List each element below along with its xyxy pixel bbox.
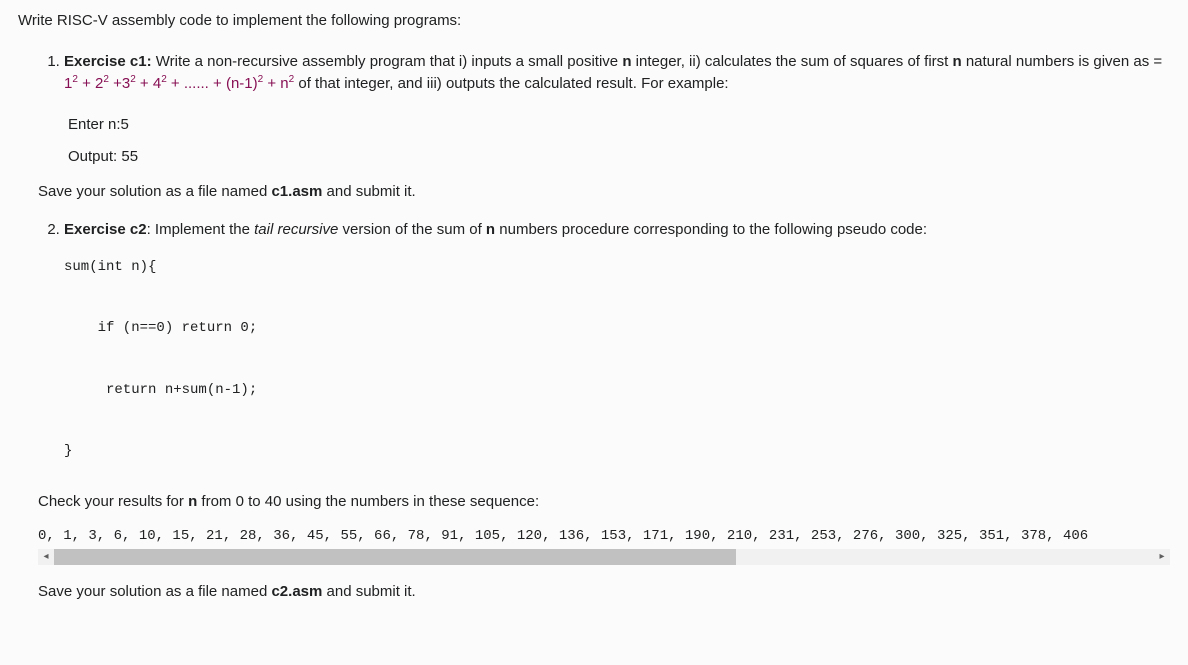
ex2-save-file: c2.asm <box>271 583 322 600</box>
scroll-left-arrow-icon[interactable]: ◂ <box>38 549 54 565</box>
ex1-text-a: Write a non-recursive assembly program t… <box>152 53 623 70</box>
ex2-save-line: Save your solution as a file named c2.as… <box>38 581 1170 604</box>
ex1-save-after: and submit it. <box>322 183 415 200</box>
ex1-enter-line: Enter n:5 <box>68 114 1170 137</box>
ex2-save-after: and submit it. <box>322 583 415 600</box>
ex2-n: n <box>486 221 495 238</box>
ex1-text-d: of that integer, and iii) outputs the ca… <box>294 75 728 92</box>
ex2-check-line: Check your results for n from 0 to 40 us… <box>38 491 1170 514</box>
ex2-check-before: Check your results for <box>38 493 188 510</box>
sequence-wrap: 0, 1, 3, 6, 10, 15, 21, 28, 36, 45, 55, … <box>38 524 1170 565</box>
document-page: Write RISC-V assembly code to implement … <box>0 0 1188 665</box>
ex2-code-block: sum(int n){ if (n==0) return 0; return n… <box>64 252 1170 468</box>
ex1-output-line: Output: 55 <box>68 146 1170 169</box>
horizontal-scrollbar[interactable]: ◂ ▸ <box>38 549 1170 565</box>
exercise-1-body: Exercise c1: Write a non-recursive assem… <box>64 51 1170 96</box>
ex2-check-after: from 0 to 40 using the numbers in these … <box>197 493 539 510</box>
scroll-right-arrow-icon[interactable]: ▸ <box>1154 549 1170 565</box>
sequence-scroll: 0, 1, 3, 6, 10, 15, 21, 28, 36, 45, 55, … <box>38 524 1170 547</box>
ex1-save-file: c1.asm <box>271 183 322 200</box>
ex2-label: Exercise c2 <box>64 221 147 238</box>
ex2-check-n: n <box>188 493 197 510</box>
ex1-n1: n <box>622 53 631 70</box>
exercise-list: Exercise c1: Write a non-recursive assem… <box>18 51 1170 604</box>
exercise-2-body: Exercise c2: Implement the tail recursiv… <box>64 219 1170 242</box>
ex1-label: Exercise c1: <box>64 53 152 70</box>
ex1-n2: n <box>952 53 961 70</box>
exercise-2: Exercise c2: Implement the tail recursiv… <box>64 219 1170 603</box>
sequence-text: 0, 1, 3, 6, 10, 15, 21, 28, 36, 45, 55, … <box>38 528 1088 544</box>
ex1-text-c: natural numbers is given as = <box>962 53 1163 70</box>
ex1-text-b: integer, ii) calculates the sum of squar… <box>632 53 953 70</box>
intro-text: Write RISC-V assembly code to implement … <box>18 10 1170 33</box>
ex1-save-line: Save your solution as a file named c1.as… <box>38 181 1170 204</box>
ex2-text-c: numbers procedure corresponding to the f… <box>495 221 927 238</box>
ex2-italic: tail recursive <box>254 221 338 238</box>
ex1-save-before: Save your solution as a file named <box>38 183 271 200</box>
ex2-text-a: : Implement the <box>147 221 255 238</box>
scrollbar-track[interactable] <box>54 549 1154 565</box>
scrollbar-thumb[interactable] <box>54 549 736 565</box>
ex1-formula: 12 + 22 +32 + 42 + ...... + (n-1)2 + n2 <box>64 75 294 92</box>
ex2-text-b: version of the sum of <box>338 221 486 238</box>
ex2-save-before: Save your solution as a file named <box>38 583 271 600</box>
exercise-1: Exercise c1: Write a non-recursive assem… <box>64 51 1170 204</box>
